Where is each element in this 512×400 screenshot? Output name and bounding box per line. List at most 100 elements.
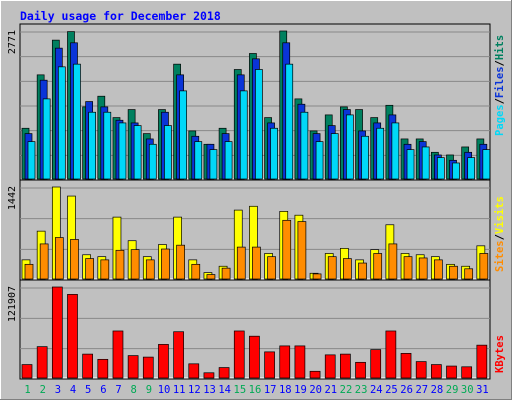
x-tick-label: 25: [385, 384, 398, 396]
bar-pages: [361, 135, 369, 180]
bar-sites: [24, 263, 34, 280]
x-tick-label: 27: [415, 384, 428, 396]
bar-sites: [282, 219, 292, 280]
bar-kbytes: [67, 294, 78, 379]
legend-entry: /: [494, 234, 506, 240]
bar-kbytes: [279, 345, 291, 379]
bar-sites: [176, 244, 185, 280]
bar-kbytes: [21, 364, 33, 379]
legend-entry: Pages: [494, 104, 506, 136]
bar-sites: [221, 267, 231, 280]
bar-sites: [358, 262, 367, 280]
bar-sites: [70, 239, 79, 280]
legend-entry: KBytes: [494, 335, 506, 373]
x-tick-label: 22: [340, 384, 353, 396]
bar-pages: [300, 111, 309, 180]
bar-pages: [194, 141, 203, 180]
legend: Sites/Visits: [494, 196, 506, 272]
bar-pages: [406, 149, 415, 180]
x-tick-label: 7: [115, 384, 121, 396]
bar-sites: [161, 248, 170, 280]
x-tick-label: 16: [249, 384, 262, 396]
bar-pages: [391, 122, 400, 180]
x-tick-label: 21: [324, 384, 337, 396]
x-tick-label: 23: [355, 384, 368, 396]
x-tick-label: 6: [100, 384, 106, 396]
bar-kbytes: [446, 365, 457, 379]
bar-kbytes: [112, 330, 124, 379]
bar-sites: [145, 259, 155, 280]
bar-kbytes: [385, 330, 397, 379]
legend: Pages/Files/Hits: [494, 35, 506, 136]
bar-kbytes: [476, 344, 488, 379]
x-tick-label: 2: [40, 384, 46, 396]
x-tick-label: 29: [446, 384, 459, 396]
x-tick-label: 10: [158, 384, 171, 396]
bar-sites: [388, 243, 398, 280]
bar-kbytes: [431, 364, 442, 379]
bar-sites: [464, 268, 474, 280]
bar-sites: [115, 249, 125, 280]
bar-pages: [270, 127, 278, 180]
bar-kbytes: [188, 363, 200, 379]
chart-title: Daily usage for December 2018: [20, 9, 221, 23]
bar-pages: [255, 69, 263, 180]
x-tick-label: 28: [431, 384, 444, 396]
x-tick-label: 11: [173, 384, 186, 396]
x-tick-label: 18: [279, 384, 292, 396]
bar-pages: [452, 162, 460, 180]
bar-kbytes: [82, 353, 93, 379]
x-tick-label: 4: [70, 384, 76, 396]
x-tick-label: 17: [264, 384, 277, 396]
bar-kbytes: [264, 351, 275, 379]
x-tick-label: 8: [131, 384, 137, 396]
bar-pages: [482, 149, 491, 180]
bar-pages: [148, 143, 157, 180]
bar-pages: [421, 146, 430, 180]
legend-entry: Files: [494, 66, 506, 98]
bar-pages: [285, 63, 294, 180]
bar-kbytes: [294, 345, 306, 379]
bar-pages: [57, 66, 66, 180]
bar-sites: [100, 259, 110, 280]
bar-sites: [252, 246, 261, 280]
bar-sites: [343, 258, 352, 280]
bar-pages: [88, 111, 96, 180]
x-tick-label: 26: [400, 384, 413, 396]
bar-pages: [224, 141, 233, 180]
bar-kbytes: [142, 356, 154, 379]
bar-kbytes: [51, 286, 63, 379]
x-tick-label: 24: [370, 384, 383, 396]
bar-kbytes: [173, 331, 184, 379]
x-tick-label: 12: [188, 384, 201, 396]
bar-sites: [85, 258, 94, 280]
bar-pages: [133, 125, 142, 180]
x-tick-label: 15: [234, 384, 247, 396]
bar-pages: [27, 141, 36, 180]
bar-pages: [376, 127, 385, 180]
bar-sites: [403, 256, 413, 280]
bar-pages: [42, 98, 51, 180]
x-tick-label: 14: [218, 384, 231, 396]
bar-kbytes: [249, 335, 260, 379]
bar-sites: [191, 263, 201, 280]
legend-entry: Visits: [494, 196, 506, 234]
bar-kbytes: [415, 361, 427, 379]
legend-entry: Sites: [494, 240, 506, 272]
y-max-label: 2771: [7, 30, 18, 54]
x-tick-label: 9: [146, 384, 152, 396]
bar-pages: [346, 114, 354, 180]
x-tick-label: 30: [461, 384, 474, 396]
x-tick-label: 1: [24, 384, 30, 396]
legend-entry: /: [494, 60, 506, 66]
legend: KBytes: [494, 335, 506, 373]
bar-kbytes: [400, 353, 412, 379]
bar-kbytes: [461, 366, 473, 379]
bar-sites: [297, 221, 307, 280]
bar-kbytes: [218, 367, 230, 379]
bar-sites: [449, 265, 458, 280]
x-tick-label: 31: [476, 384, 489, 396]
bar-pages: [330, 133, 339, 180]
bar-sites: [206, 274, 216, 280]
